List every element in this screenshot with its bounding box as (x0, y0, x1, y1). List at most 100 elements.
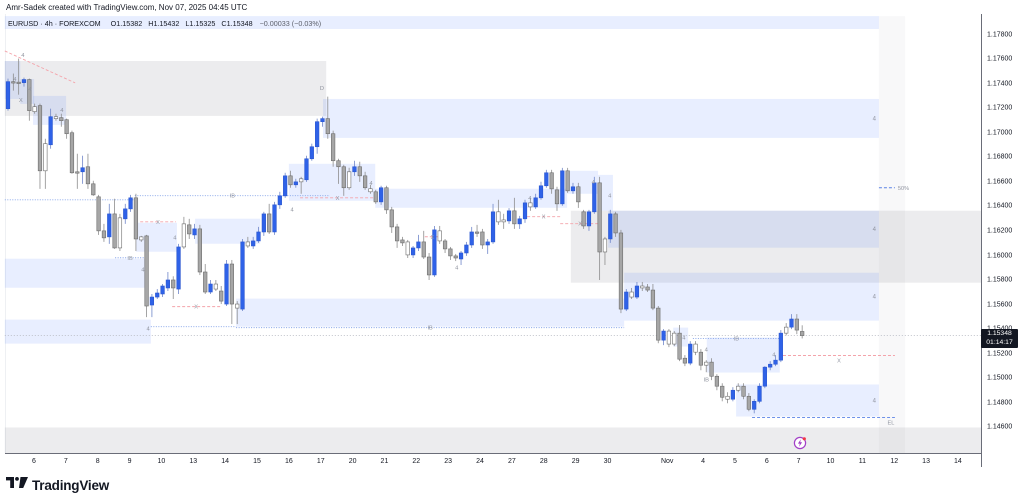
candle (219, 285, 224, 305)
candle (176, 243, 181, 294)
candle-body (139, 236, 144, 241)
time-tick-label: 9 (127, 458, 132, 465)
red-dash-line (4, 50, 76, 84)
candle (458, 250, 464, 265)
candle (746, 393, 751, 412)
candle (16, 58, 21, 95)
candle-body (373, 191, 378, 203)
time-tick-label: 16 (284, 458, 293, 465)
candle-body (565, 170, 570, 192)
zone-blue (375, 188, 568, 208)
candle-body (682, 357, 688, 364)
footer: TradingView (6, 477, 109, 493)
candle (661, 329, 666, 346)
candle (634, 281, 640, 300)
candle-body (112, 213, 117, 249)
candle-body (640, 285, 645, 289)
symbol-legend[interactable]: EURUSD · 4h · FOREXCOM O1.15382 H1.15432… (8, 19, 321, 28)
candle-body (80, 167, 85, 173)
candle-body (37, 105, 43, 172)
high-label: H (148, 19, 154, 28)
candle (432, 225, 437, 277)
drawing-label: X (578, 222, 582, 228)
candle-body (517, 218, 522, 225)
candle (5, 78, 11, 111)
candle (229, 259, 234, 325)
candle (613, 211, 618, 237)
time-tick-label: 7 (63, 458, 68, 465)
candle (688, 341, 693, 366)
drawing-label: IB (427, 326, 433, 332)
tradingview-logo-icon[interactable] (6, 476, 28, 494)
candle-body (778, 332, 783, 361)
candle-body (352, 166, 357, 173)
lightning-icon[interactable] (793, 436, 807, 450)
candle-body (736, 385, 741, 391)
candle-body (725, 395, 730, 400)
candle-body (384, 187, 389, 211)
candle-body (288, 175, 293, 186)
candle (448, 246, 453, 260)
candle (320, 116, 325, 127)
candle-body (634, 285, 640, 298)
candle (101, 223, 107, 242)
candle (378, 185, 384, 205)
candle-body (666, 330, 672, 345)
candle (192, 223, 197, 239)
candle-body (474, 231, 480, 234)
price-tick-label: 1.17000 (987, 129, 1013, 137)
candle (368, 184, 373, 194)
candle (672, 331, 677, 347)
zones-layer (4, 16, 982, 454)
time-tick-label: 20 (348, 458, 357, 465)
candle (490, 203, 496, 244)
price-tick-label: 1.14600 (987, 423, 1013, 431)
candle (682, 355, 688, 367)
chart-pane[interactable] (5, 14, 982, 453)
brand-name[interactable]: TradingView (32, 477, 110, 493)
candle (48, 108, 53, 149)
candle (426, 252, 432, 280)
candle (592, 176, 597, 214)
annotation-label: 4 (147, 327, 151, 333)
candle (299, 176, 304, 194)
annotation-label: 4 (173, 236, 177, 242)
candle (474, 224, 480, 237)
candle (773, 355, 778, 367)
candle-body (549, 172, 554, 190)
candle-body (107, 213, 112, 238)
zone-label: 4 (873, 295, 877, 301)
candle (213, 279, 218, 292)
candle-body (117, 217, 123, 249)
candle (107, 203, 112, 244)
time-tick-label: 30 (603, 458, 612, 465)
time-axis[interactable]: 6 7 8 9 10 13 14 15 16 17 20 21 22 23 24 27 28 29 30 Nov 4 5 6… (5, 453, 981, 468)
price-tick-label: 1.14800 (987, 399, 1013, 407)
candle-body (394, 226, 400, 242)
annotation-label: 4 (141, 268, 145, 274)
candle (656, 306, 661, 344)
candle (283, 172, 288, 198)
price-tick-label: 1.15000 (987, 374, 1013, 382)
candle-body (693, 343, 698, 353)
annotation-label: 4 (528, 196, 532, 202)
annotation-label: 4 (28, 87, 32, 93)
symbol-title[interactable]: EURUSD · 4h · FOREXCOM (8, 19, 101, 28)
price-axis[interactable]: 1.17800 1.17600 1.17400 1.17200 1.17000 1.168… (981, 14, 1024, 467)
candle (128, 194, 133, 212)
candle-body (43, 143, 48, 172)
candle-body (171, 279, 176, 289)
open-value: 1.15382 (116, 19, 143, 28)
candle (325, 96, 330, 139)
candle (650, 284, 656, 311)
candle (187, 218, 192, 239)
candle-body (533, 197, 538, 208)
zone-blue (624, 272, 879, 321)
zone-gray (4, 61, 327, 116)
candles-layer (5, 58, 805, 414)
candle (709, 358, 714, 381)
candle (251, 236, 256, 249)
price-tick-label: 1.17200 (987, 104, 1013, 112)
candle-body (341, 166, 346, 189)
